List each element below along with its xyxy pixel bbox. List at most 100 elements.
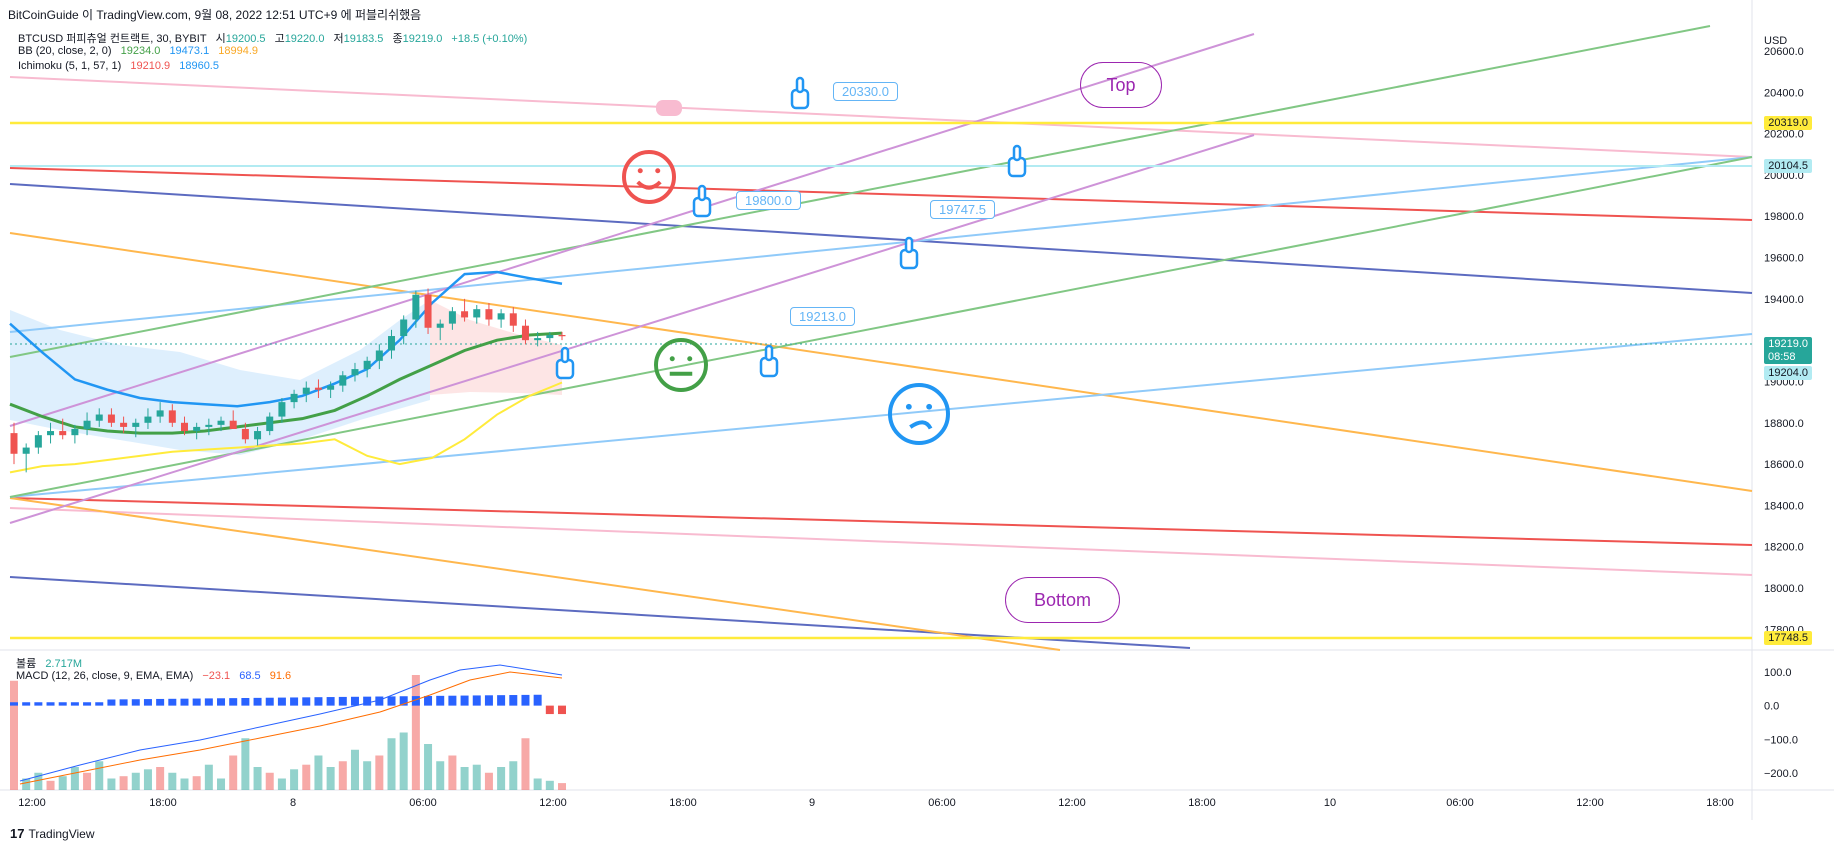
volume-bar xyxy=(34,772,43,790)
pointing-hand-icon-finger xyxy=(697,184,707,202)
macd-histogram-bar xyxy=(326,697,335,706)
bb-middle-line xyxy=(9,331,563,435)
macd-histogram-bar xyxy=(217,698,226,706)
volume-bar xyxy=(131,772,140,790)
candle xyxy=(107,414,115,423)
volume-bar xyxy=(509,761,518,790)
candle xyxy=(546,335,554,339)
macd-histogram-bar xyxy=(10,702,18,706)
footer: 17 TradingView xyxy=(10,826,95,841)
trend-line xyxy=(9,156,1753,333)
macd-tick-label: −200.0 xyxy=(1764,768,1798,780)
emoji-icons xyxy=(555,76,1027,445)
candle xyxy=(461,311,469,318)
close-value: 19219.0 xyxy=(402,33,443,45)
candle xyxy=(217,420,225,425)
bb-label[interactable]: BB (20, close, 2, 0) xyxy=(18,45,112,57)
macd-histogram-bar xyxy=(436,695,445,706)
candle xyxy=(10,433,18,454)
candle xyxy=(205,424,213,427)
cyan-line-badge: 20104.5 xyxy=(1764,159,1812,173)
volume-bar xyxy=(521,738,530,790)
macd-signal-line xyxy=(19,671,563,785)
bb-mid-value: 19234.0 xyxy=(120,45,161,57)
macd-histogram-bar xyxy=(350,696,359,706)
macd-histogram-bar xyxy=(131,699,140,706)
cat-face-icon xyxy=(656,100,682,116)
macd-histogram-bar xyxy=(460,695,469,706)
macd-tick-label: −100.0 xyxy=(1764,734,1798,746)
candle xyxy=(388,336,396,351)
candle xyxy=(34,435,42,448)
price-tick-label: 18400.0 xyxy=(1764,500,1804,512)
macd-histogram-bar xyxy=(83,702,92,706)
time-tick-label: 10 xyxy=(1324,797,1336,809)
tradingview-logo-icon[interactable]: 17 xyxy=(10,826,25,841)
volume-bar xyxy=(472,764,481,790)
macd-histogram-bar xyxy=(484,695,493,706)
candle xyxy=(314,387,322,390)
price-tick-label: 20400.0 xyxy=(1764,87,1804,99)
candle xyxy=(400,319,408,337)
open-label: 시 xyxy=(215,33,226,45)
brand-name[interactable]: TradingView xyxy=(28,826,95,841)
price-tick-label: 18600.0 xyxy=(1764,459,1804,471)
candle xyxy=(363,360,371,370)
happy-face-icon-eye xyxy=(655,168,661,174)
confused-face-icon xyxy=(888,383,950,445)
pointing-hand-icon-finger xyxy=(1012,144,1022,162)
volume-bar xyxy=(204,764,213,790)
top-bubble[interactable]: Top xyxy=(1080,62,1162,108)
candle xyxy=(436,323,444,328)
ichimoku-cloud-bull xyxy=(10,300,430,455)
trend-line xyxy=(9,76,1753,158)
volume-bar xyxy=(545,780,554,790)
macd-histogram-bar xyxy=(143,699,152,706)
price-tick-label: 19400.0 xyxy=(1764,294,1804,306)
macd-histogram-bar xyxy=(95,702,104,706)
ichimoku-legend: Ichimoku (5, 1, 57, 1) 19210.9 18960.5 xyxy=(18,60,225,72)
price-tick-label: 18000.0 xyxy=(1764,583,1804,595)
macd-histogram-bar xyxy=(533,694,542,706)
price-callout[interactable]: 19800.0 xyxy=(736,191,801,210)
ichimoku-label[interactable]: Ichimoku (5, 1, 57, 1) xyxy=(18,60,122,72)
macd-tick-label: 100.0 xyxy=(1764,667,1792,679)
time-tick-label: 06:00 xyxy=(409,797,437,809)
price-callout[interactable]: 19747.5 xyxy=(930,200,995,219)
macd-histogram-bar xyxy=(107,699,116,706)
volume-bar xyxy=(314,755,323,790)
macd-histogram-bar xyxy=(290,697,299,706)
candle xyxy=(266,416,274,432)
macd-label[interactable]: MACD (12, 26, close, 9, EMA, EMA) xyxy=(16,670,194,682)
candle xyxy=(534,338,542,341)
symbol-name[interactable]: BTCUSD 퍼피츄얼 컨트랙트, 30, BYBIT xyxy=(18,33,207,45)
macd-histogram-bar xyxy=(204,698,213,706)
macd-histogram-bar xyxy=(558,705,566,715)
macd-histogram-bar xyxy=(363,696,372,706)
candle xyxy=(509,313,517,326)
volume-bar xyxy=(436,761,445,790)
volume-bar xyxy=(192,776,201,790)
trend-line xyxy=(9,183,1753,294)
trend-line xyxy=(9,25,1711,358)
volume-bar xyxy=(338,761,347,790)
candle xyxy=(448,311,456,324)
candle xyxy=(424,294,432,328)
price-callout[interactable]: 19213.0 xyxy=(790,307,855,326)
candle xyxy=(241,428,249,440)
trend-lines xyxy=(9,25,1753,651)
confused-face-icon-eye xyxy=(905,403,912,410)
trend-line xyxy=(9,33,1255,427)
volume-bar xyxy=(424,744,433,790)
volume-bar xyxy=(58,776,67,790)
bottom-bubble[interactable]: Bottom xyxy=(1005,577,1120,623)
macd-histogram-bar xyxy=(46,702,55,706)
confused-face-icon-mouth xyxy=(909,420,933,430)
macd-histogram-bar xyxy=(70,702,79,706)
volume-label[interactable]: 볼륨 xyxy=(16,658,37,670)
candle xyxy=(144,416,152,423)
neutral-face-icon-eye xyxy=(687,356,693,362)
volume-bar xyxy=(107,778,116,790)
price-callout[interactable]: 20330.0 xyxy=(833,82,898,101)
